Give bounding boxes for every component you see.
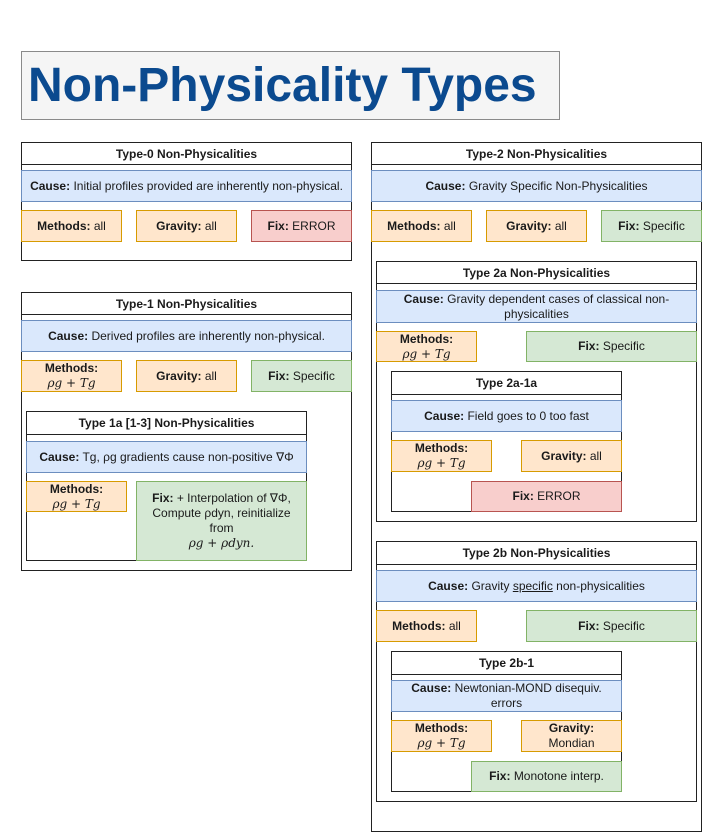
type2b-cause: Cause: Gravity specific non-physicalitie…: [376, 570, 697, 602]
type1a-fix: Fix: + Interpolation of ∇Φ, Compute ρdyn…: [136, 481, 307, 561]
type2a1a-cause: Cause: Field goes to 0 too fast: [391, 400, 622, 432]
type2b1-methods: Methods: ρg + Tg: [391, 720, 492, 752]
type2b-methods: Methods: all: [376, 610, 477, 642]
type2a1a-gravity: Gravity: all: [521, 440, 622, 472]
type0-methods: Methods: all: [21, 210, 122, 242]
type1-fix: Fix: Specific: [251, 360, 352, 392]
title-box: Non-Physicality Types: [21, 51, 560, 120]
type1-methods: Methods: ρg + Tg: [21, 360, 122, 392]
type0-fix: Fix: ERROR: [251, 210, 352, 242]
type2a-cause: Cause: Gravity dependent cases of classi…: [376, 290, 697, 323]
type2b-header: Type 2b Non-Physicalities: [377, 542, 696, 565]
type2b1-gravity: Gravity: Mondian: [521, 720, 622, 752]
type2b1-fix: Fix: Monotone interp.: [471, 761, 622, 792]
type2-header: Type-2 Non-Physicalities: [372, 143, 701, 165]
type2b1-header: Type 2b-1: [392, 652, 621, 675]
type2a-header: Type 2a Non-Physicalities: [377, 262, 696, 284]
type2a-methods: Methods: ρg + Tg: [376, 331, 477, 362]
type2-gravity: Gravity: all: [486, 210, 587, 242]
page-title: Non-Physicality Types: [28, 59, 537, 112]
type1a-cause: Cause: Tg, ρg gradients cause non-positi…: [26, 441, 307, 473]
type2-methods: Methods: all: [371, 210, 472, 242]
type2-fix: Fix: Specific: [601, 210, 702, 242]
type0-cause: Cause: Initial profiles provided are inh…: [21, 170, 352, 202]
type2a1a-fix: Fix: ERROR: [471, 481, 622, 512]
type0-header: Type-0 Non-Physicalities: [22, 143, 351, 165]
type2a1a-header: Type 2a-1a: [392, 372, 621, 395]
type2a1a-methods: Methods: ρg + Tg: [391, 440, 492, 472]
type2-cause: Cause: Gravity Specific Non-Physicalitie…: [371, 170, 702, 202]
type1a-methods: Methods: ρg + Tg: [26, 481, 127, 512]
type1-header: Type-1 Non-Physicalities: [22, 293, 351, 315]
type2b-fix: Fix: Specific: [526, 610, 697, 642]
type1-cause: Cause: Derived profiles are inherently n…: [21, 320, 352, 352]
type2b1-cause: Cause: Newtonian-MOND disequiv. errors: [391, 680, 622, 712]
type2a-fix: Fix: Specific: [526, 331, 697, 362]
type1-gravity: Gravity: all: [136, 360, 237, 392]
type1a-header: Type 1a [1-3] Non-Physicalities: [27, 412, 306, 435]
type0-gravity: Gravity: all: [136, 210, 237, 242]
